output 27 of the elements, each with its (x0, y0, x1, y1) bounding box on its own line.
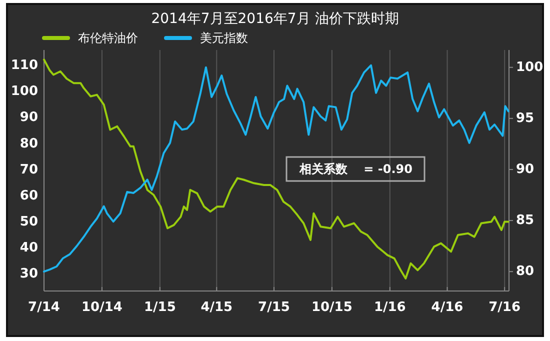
x-tick-label: 10/14 (82, 300, 122, 315)
y-tick-label: 100 (10, 84, 38, 100)
x-tick-label: 4/15 (200, 300, 233, 315)
y2-tick-label: 90 (516, 162, 534, 177)
y-tick-label: 80 (20, 136, 38, 152)
x-tick-label: 7/14 (28, 300, 60, 315)
y-tick-label: 50 (20, 214, 38, 230)
y2-tick-label: 80 (516, 264, 534, 280)
x-tick-label: 7/16 (488, 300, 521, 315)
y-tick-label: 60 (20, 188, 38, 204)
annotation: 相关系数 = -0.90 (298, 162, 412, 176)
y-tick-label: 30 (20, 266, 38, 282)
legend-label: 布伦特油价 (78, 31, 138, 45)
y2-tick-label: 100 (516, 60, 544, 75)
x-tick-label: 1/15 (144, 300, 176, 315)
y-tick-label: 70 (20, 162, 38, 178)
y-tick-label: 40 (20, 240, 38, 256)
x-tick-label: 1/16 (374, 300, 406, 315)
y2-tick-label: 85 (516, 213, 534, 228)
x-tick-label: 7/15 (258, 300, 290, 315)
y-tick-label: 90 (20, 110, 38, 126)
legend-label: 美元指数 (200, 31, 248, 45)
y-tick-label: 110 (10, 58, 38, 74)
x-tick-label: 10/15 (311, 300, 352, 315)
x-tick-label: 4/16 (431, 300, 464, 315)
y2-tick-label: 95 (516, 110, 534, 126)
chart-title: 2014年7月至2016年7月 油价下跌时期 (151, 11, 399, 27)
